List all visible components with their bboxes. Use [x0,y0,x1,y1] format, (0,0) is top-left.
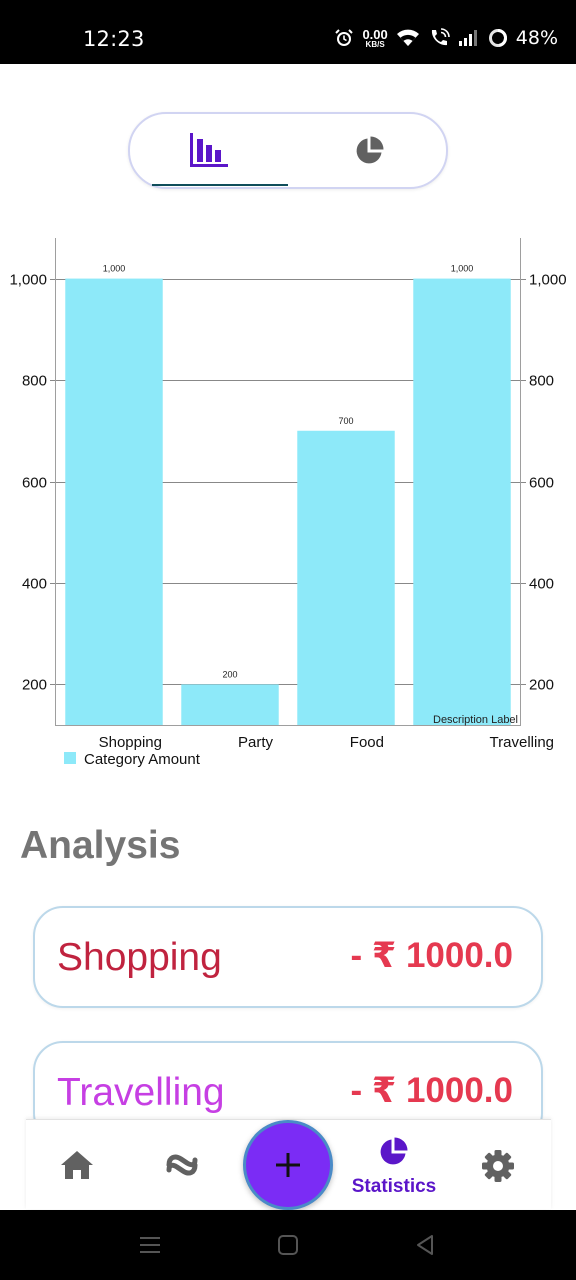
back-icon[interactable] [414,1234,436,1256]
bar-value-label: 700 [338,416,353,426]
category-bar-chart: 200 200 400 400 600 600 800 800 1,000 1,000 1,000 S… [9,238,567,768]
battery-level: 48% [515,27,558,49]
home-icon[interactable] [60,1149,94,1181]
bar-value-label: 1,000 [103,264,126,274]
status-icons: 0.00 KB/S 48% [334,24,558,52]
analysis-category-name: Travelling [57,1071,225,1114]
home-square-icon[interactable] [277,1234,299,1256]
wifi-icon [396,29,419,46]
y-tick-label-left: 200 [22,677,47,694]
pie-chart-icon[interactable] [354,136,384,166]
bar-food[interactable] [297,430,395,725]
y-tick-label-right: 200 [529,677,554,694]
menu-icon[interactable] [139,1234,161,1256]
analysis-title: Analysis [20,824,181,867]
wifi-call-icon [431,28,450,46]
analysis-category-name: Shopping [57,936,222,979]
y-tick-label-right: 800 [529,373,554,390]
bar-chart-icon[interactable] [188,131,230,171]
battery-ring-icon [488,29,507,47]
bar-travelling[interactable] [413,278,511,725]
transfer-icon[interactable] [165,1151,199,1179]
y-tick-label-left: 400 [22,576,47,593]
bar-party[interactable] [181,684,279,725]
bar-value-label: 1,000 [451,264,474,274]
network-speed-unit: KB/S [365,39,385,49]
chart-type-toggle [128,112,448,189]
y-tick-label-left: 800 [22,373,47,390]
analysis-category-amount: - ₹ 1000.0 [350,1071,513,1110]
legend-swatch [64,752,76,764]
network-speed: 0.00 KB/S [362,28,387,49]
bar-value-label: 200 [222,669,237,679]
y-tick-label-left: 600 [22,475,47,492]
network-speed-value: 0.00 [362,26,388,42]
x-category-label: Food [350,734,384,751]
statistics-icon[interactable] [378,1137,408,1167]
add-transaction-button[interactable] [243,1120,333,1210]
statistics-label[interactable]: Statistics [351,1176,437,1197]
signal-icon [458,30,477,46]
analysis-card-shopping[interactable]: Shopping - ₹ 1000.0 [33,906,543,1008]
bar-shopping[interactable] [65,278,163,725]
plus-icon [276,1153,300,1177]
alarm-icon [335,29,354,46]
toggle-selected-indicator [152,184,288,186]
x-category-label: Party [238,734,274,751]
x-category-label: Shopping [99,734,162,751]
legend-label: Category Amount [84,751,201,768]
y-tick-label-right: 400 [529,576,554,593]
y-tick-label-right: 600 [529,475,554,492]
x-category-label: Travelling [490,734,554,751]
y-tick-label-left: 1,000 [9,272,47,289]
status-bar: 12:23 0.00 KB/S [0,0,576,64]
analysis-category-amount: - ₹ 1000.0 [350,936,513,975]
y-tick-label-right: 1,000 [529,272,567,289]
system-navigation-bar [0,1210,576,1280]
settings-icon[interactable] [481,1149,515,1183]
chart-description-label: Description Label [433,714,518,726]
status-time: 12:23 [83,27,145,51]
